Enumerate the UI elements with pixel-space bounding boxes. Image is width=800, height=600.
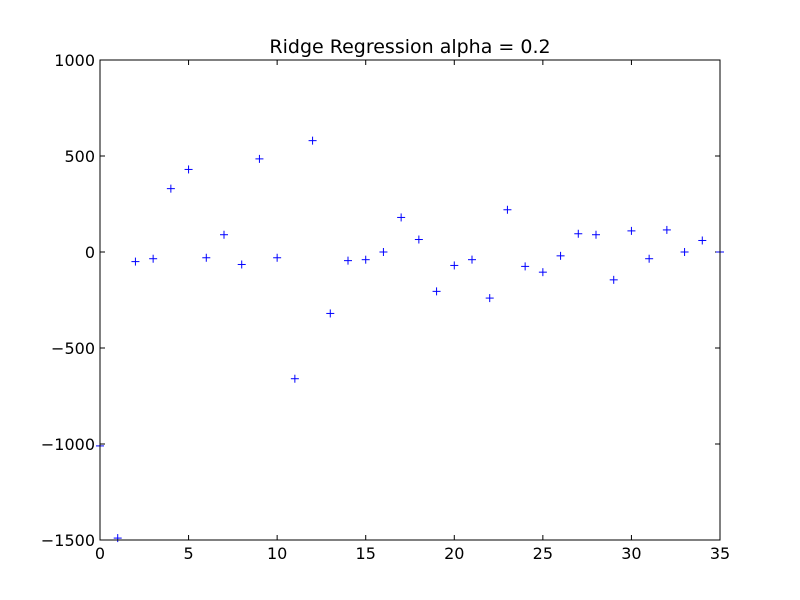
y-tick-label: 500 bbox=[64, 147, 95, 166]
axis-ticks bbox=[99, 59, 721, 541]
data-point-marker bbox=[627, 226, 636, 235]
data-point-marker bbox=[680, 248, 689, 256]
data-point-marker bbox=[609, 275, 618, 284]
x-tick-label: 25 bbox=[533, 544, 553, 563]
x-tick-label: 0 bbox=[95, 544, 105, 563]
plot-frame bbox=[99, 59, 721, 541]
data-point-marker bbox=[432, 287, 441, 296]
data-point-marker bbox=[113, 534, 122, 543]
data-point-marker bbox=[645, 254, 654, 263]
data-point-marker bbox=[326, 309, 335, 318]
y-tick-label: 1000 bbox=[54, 51, 95, 70]
data-point-marker bbox=[166, 184, 175, 193]
data-point-marker bbox=[361, 255, 370, 264]
data-point-marker bbox=[414, 235, 423, 244]
axis-tick-labels: 0 5 10 15 20 25 30 35 −1500 −1000 −500 0 500 1000 bbox=[41, 51, 730, 563]
y-tick-label: −1000 bbox=[41, 435, 95, 454]
x-tick-label: 35 bbox=[710, 544, 730, 563]
data-point-marker bbox=[556, 251, 565, 260]
chart-title: Ridge Regression alpha = 0.2 bbox=[269, 36, 550, 58]
x-tick-label: 30 bbox=[621, 544, 641, 563]
x-tick-label: 20 bbox=[444, 544, 464, 563]
data-point-marker bbox=[379, 248, 388, 256]
data-point-marker bbox=[184, 165, 193, 174]
y-tick-label: 0 bbox=[85, 243, 95, 262]
y-tick-label: −500 bbox=[51, 339, 95, 358]
x-tick-label: 5 bbox=[183, 544, 193, 563]
x-tick-label: 10 bbox=[267, 544, 287, 563]
x-tick-label: 15 bbox=[356, 544, 376, 563]
data-point-marker bbox=[592, 230, 600, 239]
data-point-marker bbox=[485, 294, 494, 303]
data-point-marker bbox=[202, 253, 211, 262]
data-point-marker bbox=[397, 213, 406, 222]
data-point-marker bbox=[149, 254, 158, 263]
data-point-marker bbox=[521, 262, 530, 271]
data-point-marker bbox=[574, 229, 583, 238]
data-point-marker bbox=[131, 257, 140, 266]
data-point-marker bbox=[698, 236, 707, 245]
y-tick-label: −1500 bbox=[41, 531, 95, 550]
data-point-marker bbox=[662, 225, 671, 234]
data-point-marker bbox=[344, 256, 352, 265]
data-point-marker bbox=[220, 230, 228, 239]
data-point-marker bbox=[273, 253, 282, 262]
data-point-marker bbox=[308, 136, 317, 145]
data-point-marker bbox=[468, 255, 476, 264]
data-points bbox=[96, 136, 724, 543]
data-point-marker bbox=[237, 260, 246, 269]
data-point-marker bbox=[538, 268, 547, 277]
data-point-marker bbox=[503, 205, 512, 214]
data-point-marker bbox=[290, 374, 299, 383]
data-point-marker bbox=[450, 261, 459, 270]
data-point-marker bbox=[255, 154, 264, 163]
